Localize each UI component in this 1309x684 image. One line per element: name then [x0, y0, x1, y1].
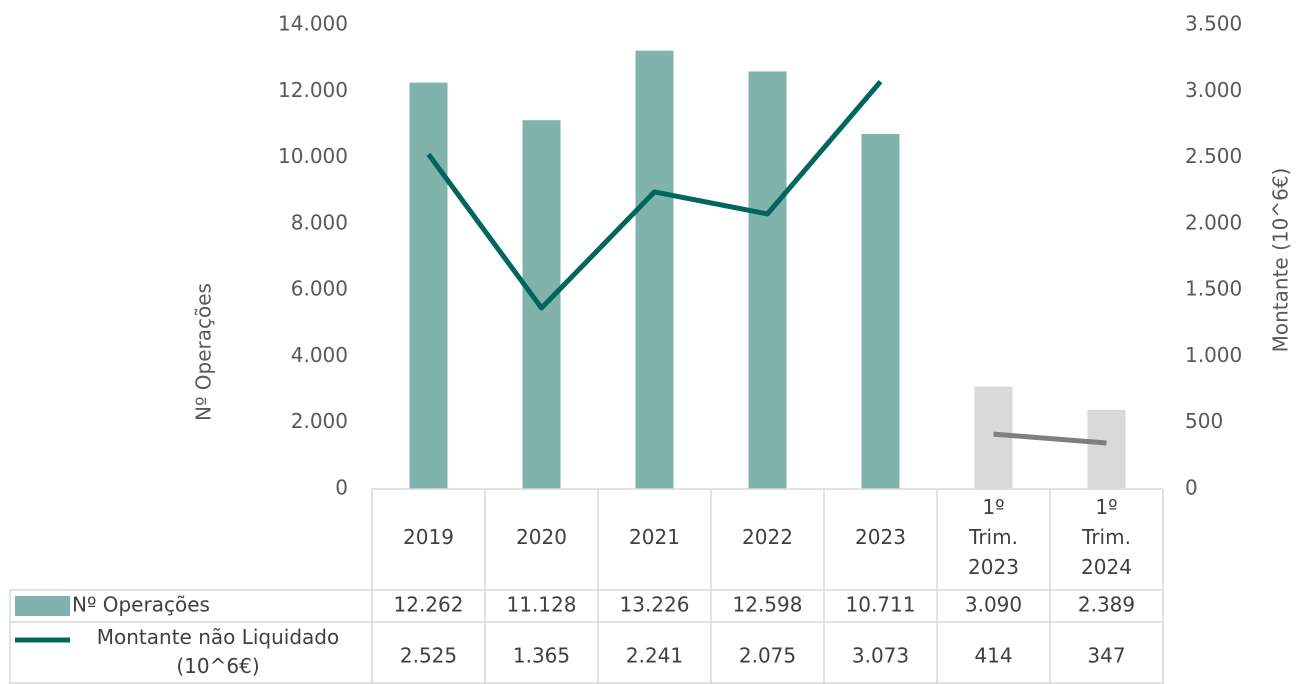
y2-tick-label: 500: [1185, 409, 1223, 433]
data-label: 3.090: [965, 593, 1022, 617]
y2-tick-label: 1.000: [1185, 343, 1242, 367]
x-tick-label: 1º Trim. 2024: [1081, 495, 1132, 579]
bar: [635, 50, 674, 489]
y2-tick-label: 0: [1185, 476, 1198, 500]
data-label: 2.389: [1078, 593, 1135, 617]
bar: [974, 386, 1013, 489]
y-tick-label: 14.000: [278, 12, 348, 36]
data-label: 12.262: [394, 593, 464, 617]
y-tick-label: 2.000: [291, 409, 348, 433]
y-tick-label: 0: [335, 476, 348, 500]
bar: [748, 71, 787, 490]
x-tick-label: 2020: [516, 525, 567, 549]
y-tick-label: 12.000: [278, 78, 348, 102]
x-tick-label: 1º Trim. 2023: [968, 495, 1019, 579]
y-axis-title: Nº Operações: [192, 283, 216, 421]
data-label: 11.128: [507, 593, 577, 617]
x-tick-label: 2021: [629, 525, 680, 549]
data-label: 12.598: [733, 593, 803, 617]
data-label: 3.073: [852, 644, 909, 668]
data-label: 10.711: [846, 593, 916, 617]
y2-tick-label: 3.500: [1185, 12, 1242, 36]
y2-axis-title: Montante (10^6€): [1269, 168, 1293, 353]
x-tick-label: 2019: [403, 525, 454, 549]
legend-key: [15, 596, 70, 616]
bar: [409, 82, 448, 489]
bar: [1087, 409, 1126, 489]
y2-tick-label: 2.500: [1185, 144, 1242, 168]
legend-label: Montante não Liquidado (10^6€): [97, 625, 339, 678]
y2-tick-label: 2.000: [1185, 210, 1242, 234]
legend-label: Nº Operações: [72, 593, 210, 617]
line: [993, 431, 1107, 446]
y-tick-label: 8.000: [291, 210, 348, 234]
x-tick-label: 2022: [742, 525, 793, 549]
x-tick-label: 2023: [855, 525, 906, 549]
data-label: 2.075: [739, 644, 796, 668]
data-label: 2.525: [400, 644, 457, 668]
data-label: 1.365: [513, 644, 570, 668]
data-label: 347: [1087, 644, 1125, 668]
bar: [861, 134, 900, 490]
line: [426, 79, 883, 311]
y-tick-label: 6.000: [291, 277, 348, 301]
y-tick-label: 4.000: [291, 343, 348, 367]
data-label: 414: [974, 644, 1012, 668]
y2-tick-label: 3.000: [1185, 78, 1242, 102]
y-tick-label: 10.000: [278, 144, 348, 168]
data-label: 2.241: [626, 644, 683, 668]
y2-tick-label: 1.500: [1185, 277, 1242, 301]
data-label: 13.226: [620, 593, 690, 617]
